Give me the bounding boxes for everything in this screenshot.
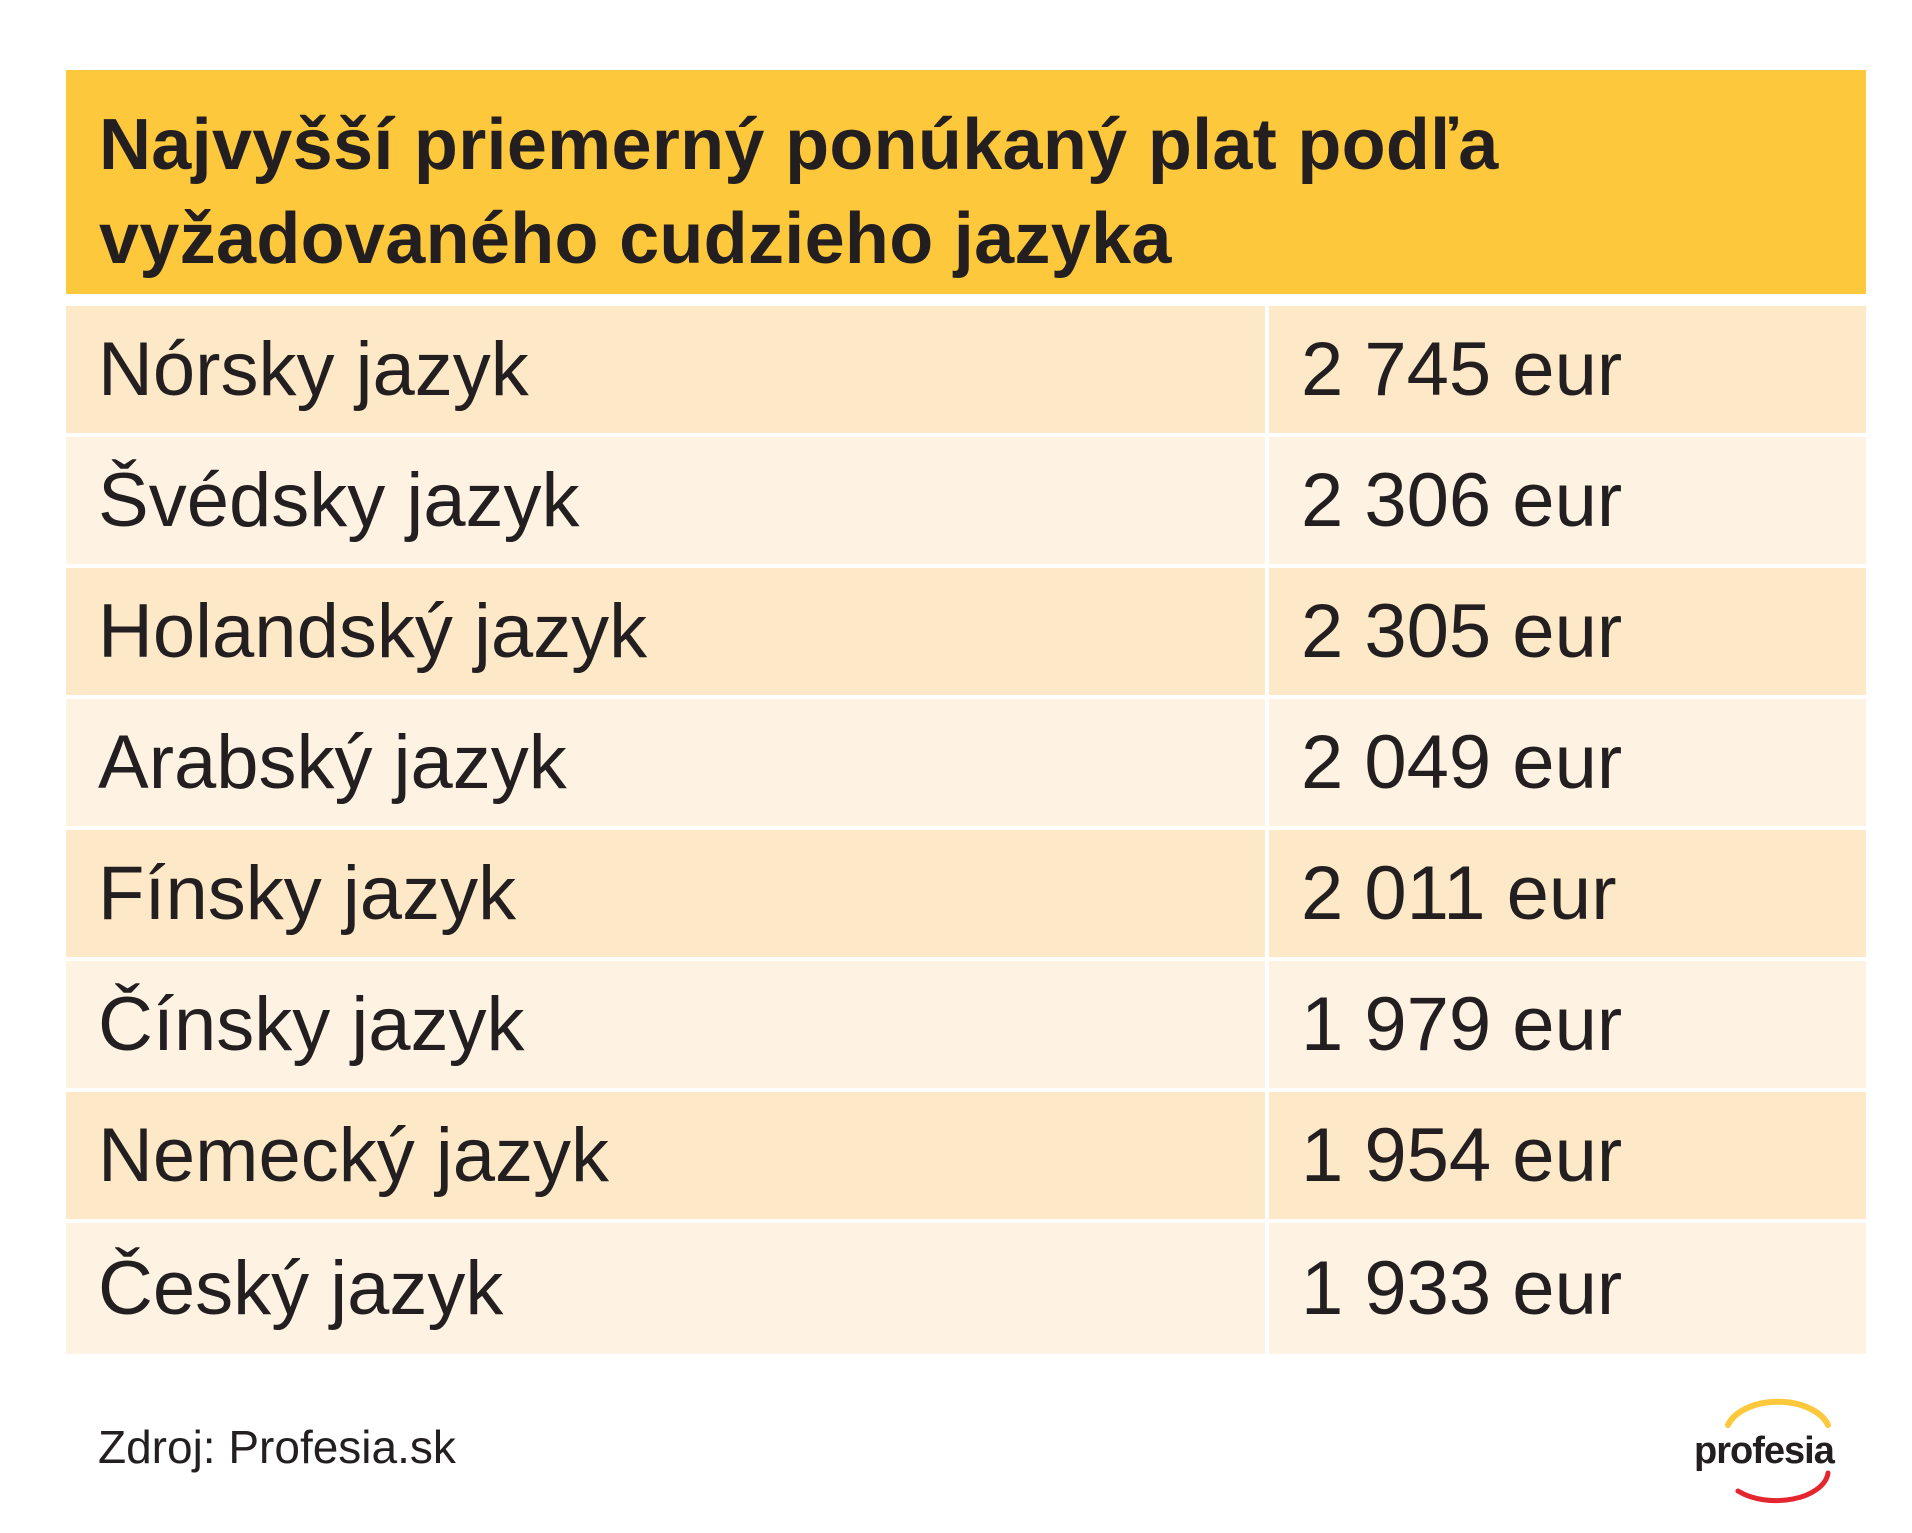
chart-title-line-2: vyžadovaného cudzieho jazyka (99, 199, 1172, 279)
language-cell: Švédsky jazyk (66, 437, 1269, 568)
table-row: Nemecký jazyk 1 954 eur (66, 1092, 1866, 1223)
table-row: Český jazyk 1 933 eur (66, 1223, 1866, 1354)
table-row: Fínsky jazyk 2 011 eur (66, 830, 1866, 961)
salary-cell: 1 933 eur (1269, 1223, 1866, 1354)
salary-table-card: Najvyšší priemerný ponúkaný plat podľa v… (66, 70, 1866, 1354)
salary-table: Nórsky jazyk 2 745 eur Švédsky jazyk 2 306 … (66, 306, 1866, 1354)
salary-cell: 2 306 eur (1269, 437, 1866, 568)
language-cell: Nórsky jazyk (66, 306, 1269, 437)
logo-bottom-arc (1735, 1470, 1831, 1504)
language-cell: Čínsky jazyk (66, 961, 1269, 1092)
salary-cell: 2 011 eur (1269, 830, 1866, 961)
language-cell: Fínsky jazyk (66, 830, 1269, 961)
table-row: Švédsky jazyk 2 306 eur (66, 437, 1866, 568)
chart-title-line-1: Najvyšší priemerný ponúkaný plat podľa (99, 105, 1499, 185)
logo-text: profesia (1694, 1430, 1836, 1472)
profesia-logo: profesia (1690, 1395, 1850, 1505)
language-cell: Holandský jazyk (66, 568, 1269, 699)
table-row: Nórsky jazyk 2 745 eur (66, 306, 1866, 437)
chart-title: Najvyšší priemerný ponúkaný plat podľa v… (99, 98, 1826, 286)
salary-table-body: Nórsky jazyk 2 745 eur Švédsky jazyk 2 306 … (66, 306, 1866, 1354)
salary-cell: 1 954 eur (1269, 1092, 1866, 1223)
table-row: Čínsky jazyk 1 979 eur (66, 961, 1866, 1092)
language-cell: Arabský jazyk (66, 699, 1269, 830)
language-cell: Nemecký jazyk (66, 1092, 1269, 1223)
logo-top-arc (1725, 1398, 1831, 1428)
title-bar: Najvyšší priemerný ponúkaný plat podľa v… (66, 70, 1866, 294)
profesia-logo-icon: profesia (1694, 1398, 1837, 1504)
table-row: Arabský jazyk 2 049 eur (66, 699, 1866, 830)
salary-cell: 1 979 eur (1269, 961, 1866, 1092)
table-row: Holandský jazyk 2 305 eur (66, 568, 1866, 699)
source-note: Zdroj: Profesia.sk (98, 1421, 456, 1473)
salary-cell: 2 745 eur (1269, 306, 1866, 437)
salary-cell: 2 049 eur (1269, 699, 1866, 830)
language-cell: Český jazyk (66, 1223, 1269, 1354)
salary-cell: 2 305 eur (1269, 568, 1866, 699)
